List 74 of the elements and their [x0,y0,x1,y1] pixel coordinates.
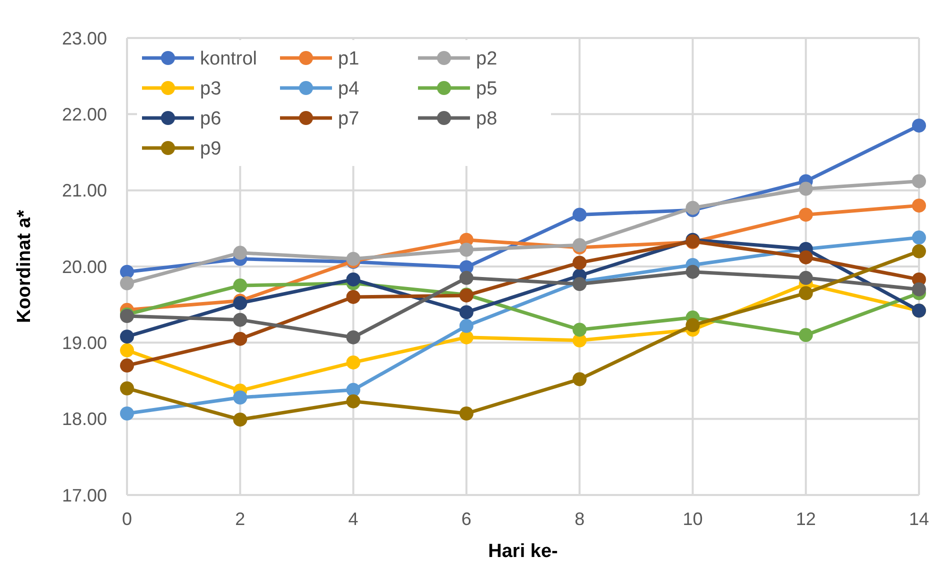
x-tick-label: 8 [574,509,585,529]
legend-label: p3 [200,78,222,100]
point [572,256,587,270]
point [120,264,134,279]
point [798,328,813,342]
point [459,270,474,285]
point [912,198,926,213]
point [233,312,248,327]
y-tick-label: 17.00 [62,485,107,506]
point [346,394,360,408]
point [686,264,700,279]
x-tick-label: 6 [461,509,472,529]
y-tick-label: 20.00 [62,256,107,277]
point [912,244,926,258]
point [120,343,134,358]
x-tick-label: 10 [682,509,703,529]
legend-label: p2 [476,48,498,70]
point [798,182,813,196]
point [912,118,926,133]
point [572,322,587,337]
legend-label: p6 [200,108,222,130]
point [346,252,360,266]
point [346,330,360,344]
y-tick-label: 18.00 [62,409,107,430]
y-axis-title: Koordinat a* [14,209,35,323]
point [346,290,360,304]
legend-label: p1 [338,48,360,70]
point [572,372,587,386]
point [459,406,474,420]
x-tick-label: 0 [122,509,132,529]
point [120,381,134,396]
point [233,412,248,427]
point [120,358,134,373]
x-axis-title: Hari ke- [488,541,558,562]
y-tick-label: 19.00 [62,332,107,353]
y-tick-label: 22.00 [62,104,107,124]
point [346,355,360,370]
point [233,332,248,346]
point [912,230,926,245]
x-tick-label: 4 [348,509,358,529]
point [459,242,474,257]
point [572,277,587,292]
point [459,305,474,320]
point [233,296,248,310]
point [912,174,926,188]
point [459,330,474,344]
point [798,286,813,300]
x-tick-label: 2 [235,509,246,529]
point [798,208,813,222]
point [798,270,813,285]
point [459,318,474,333]
x-tick-label: 12 [796,509,816,529]
point [346,382,360,397]
point [798,250,813,264]
point [233,246,248,260]
legend-label: p9 [200,138,222,160]
x-tick-label: 14 [908,509,930,529]
y-tick-label: 23.00 [62,28,107,48]
legend-label: p5 [476,78,498,100]
point [120,406,134,420]
point [233,278,248,293]
point [120,330,134,344]
legend-label: kontrol [200,48,258,70]
point [686,318,700,332]
legend-label: p4 [338,78,360,100]
point [572,208,587,222]
point [912,282,926,296]
point [346,272,360,286]
point [233,390,248,405]
point [120,276,134,290]
legend-label: p7 [338,108,360,130]
point [686,200,700,215]
legend-label: p8 [476,108,498,130]
y-tick-label: 21.00 [62,180,107,201]
